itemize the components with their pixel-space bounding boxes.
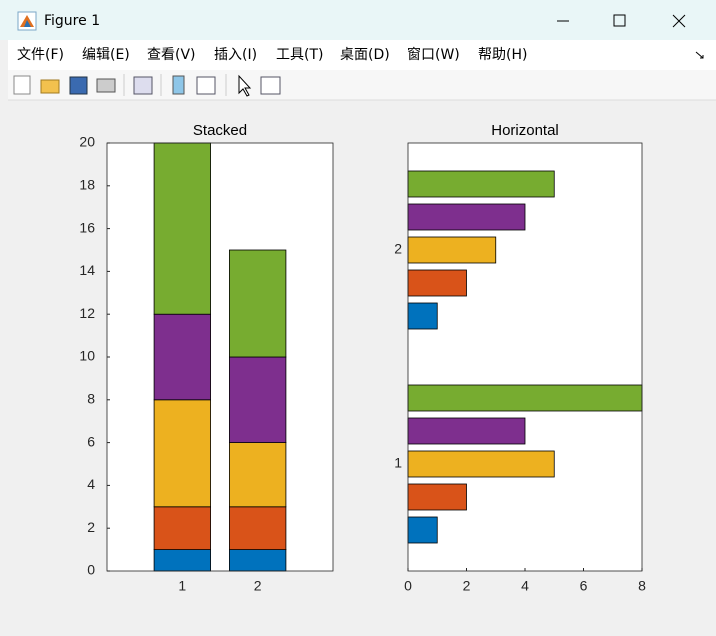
print-icon[interactable]	[96, 78, 116, 93]
bar	[407, 203, 526, 231]
y-tick-label: 2	[394, 241, 402, 257]
link-icon[interactable]	[133, 76, 153, 95]
axes-background	[107, 143, 333, 571]
property-icon[interactable]	[260, 76, 281, 95]
close-button[interactable]	[672, 14, 686, 28]
x-tick-label: 2	[254, 578, 262, 594]
bar-segment	[153, 506, 211, 550]
x-tick-label: 4	[521, 578, 529, 594]
pointer-icon[interactable]	[238, 74, 252, 97]
save-icon[interactable]	[69, 76, 88, 95]
legend-icon[interactable]	[196, 76, 216, 95]
y-tick-label: 1	[394, 455, 402, 471]
maximize-button[interactable]	[613, 14, 626, 27]
y-tick-label: 10	[79, 348, 95, 364]
axes-box	[407, 142, 643, 572]
menu-item[interactable]: 文件(F)	[17, 47, 64, 63]
bar-segment	[229, 249, 287, 358]
y-tick-label: 0	[87, 562, 95, 578]
y-tick-label: 20	[79, 134, 95, 150]
x-tick-label: 8	[638, 578, 646, 594]
bar-segment	[229, 506, 287, 550]
new-icon[interactable]	[13, 75, 31, 95]
menu-item[interactable]: 窗口(W)	[407, 46, 460, 63]
x-tick-label: 2	[463, 578, 471, 594]
bar-segment	[229, 442, 287, 508]
axes-box	[106, 142, 334, 572]
bar-segment	[153, 313, 211, 401]
y-tick-label: 8	[87, 391, 95, 407]
bar	[407, 450, 555, 478]
y-tick-label: 6	[87, 433, 95, 449]
bar	[407, 269, 467, 297]
window-title: Figure 1	[44, 13, 100, 29]
menu-bar	[8, 40, 716, 70]
y-tick-label: 16	[79, 219, 95, 235]
open-icon[interactable]	[40, 79, 60, 94]
menu-item[interactable]: 插入(I)	[214, 47, 257, 63]
y-tick-label: 4	[87, 476, 95, 492]
bar-segment	[153, 549, 211, 572]
bar	[407, 516, 438, 544]
bar	[407, 384, 643, 412]
bar-segment	[153, 142, 211, 315]
y-tick-label: 18	[79, 177, 95, 193]
bar	[407, 236, 497, 264]
x-tick-label: 1	[178, 578, 186, 594]
bar	[407, 170, 555, 198]
bar	[407, 483, 467, 511]
toolbar	[8, 70, 716, 100]
menu-item[interactable]: 桌面(D)	[340, 47, 390, 63]
menu-item[interactable]: 查看(V)	[147, 47, 196, 63]
x-tick-label: 0	[404, 578, 412, 594]
bar	[407, 417, 526, 445]
chart-title: Horizontal	[491, 122, 559, 139]
y-tick-label: 2	[87, 519, 95, 535]
bar-segment	[229, 356, 287, 443]
chart-title: Stacked	[193, 122, 247, 139]
menu-item[interactable]: 帮助(H)	[478, 47, 527, 63]
title-bar	[0, 0, 716, 40]
bar	[407, 302, 438, 330]
dock-arrow[interactable]	[695, 51, 704, 59]
x-tick-label: 6	[580, 578, 588, 594]
colorbar-icon[interactable]	[172, 75, 185, 95]
toolbar-icons	[13, 74, 281, 97]
app-icon	[17, 11, 37, 31]
menu-item[interactable]: 工具(T)	[276, 47, 323, 63]
bar-segment	[229, 549, 287, 572]
y-tick-label: 12	[79, 305, 95, 321]
y-tick-label: 14	[79, 262, 95, 278]
bar-segment	[153, 399, 211, 508]
menu-item[interactable]: 编辑(E)	[82, 47, 130, 63]
